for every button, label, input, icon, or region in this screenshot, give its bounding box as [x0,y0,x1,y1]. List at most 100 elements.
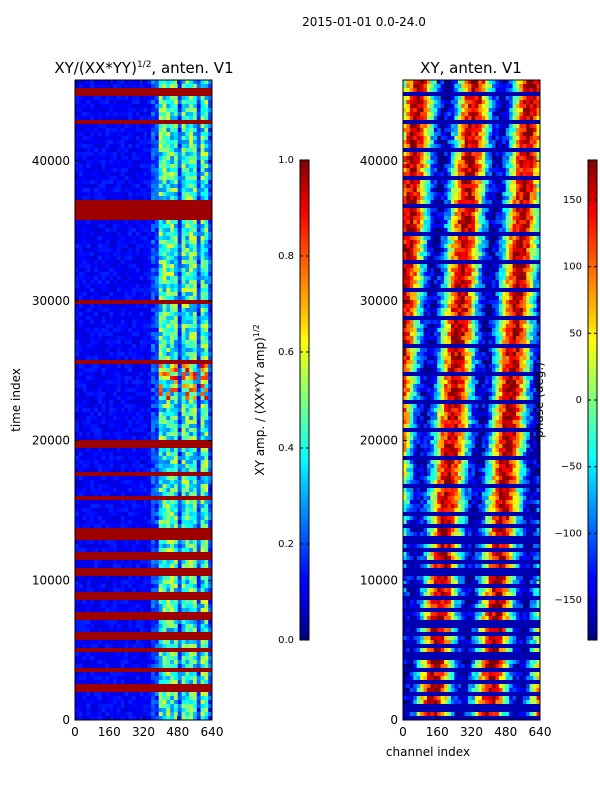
amplitude-cell [90,588,95,593]
amplitude-cell [158,148,163,153]
amplitude-cell [204,540,209,545]
amplitude-cell [166,84,171,89]
amplitude-cell [128,160,133,165]
amplitude-cell [139,600,144,605]
amplitude-cell [192,408,198,413]
amplitude-cell [158,236,163,241]
amplitude-cell [158,224,163,229]
amplitude-cell [181,252,186,257]
amplitude-cell [94,388,99,393]
amplitude-cell [105,508,110,513]
amplitude-cell [128,368,133,373]
amplitude-cell [105,512,110,517]
amplitude-cell [192,240,198,245]
amplitude-cell [90,500,95,505]
amplitude-cell [147,344,152,349]
amplitude-cell [162,412,167,417]
amplitude-cell [101,712,106,717]
amplitude-cell [113,124,118,129]
amplitude-cell [143,84,148,89]
amplitude-cell [196,196,201,201]
amplitude-cell [78,600,84,605]
amplitude-cell [75,708,80,713]
amplitude-cell [181,412,186,417]
amplitude-cell [97,328,103,333]
amplitude-cell [105,152,110,157]
amplitude-cell [113,180,118,185]
amplitude-cell [86,640,91,645]
amplitude-cell [158,220,163,225]
amplitude-cell [192,84,198,89]
amplitude-cell [135,236,141,241]
amplitude-cell [90,264,95,269]
amplitude-cell [78,352,84,357]
amplitude-cell [204,256,209,261]
amplitude-cell [177,696,182,701]
amplitude-cell [158,228,163,233]
phase-cell [440,104,445,109]
amplitude-cell [189,316,194,321]
amplitude-cell [208,148,212,153]
amplitude-cell [116,116,122,121]
amplitude-cell [75,452,80,457]
amplitude-cell [200,712,205,717]
amplitude-cell [109,644,114,649]
amplitude-cell [94,424,99,429]
amplitude-cell [139,428,144,433]
amplitude-cell [208,380,212,385]
amplitude-cell [192,236,198,241]
amplitude-cell [154,620,160,625]
amplitude-cell [185,644,190,649]
amplitude-cell [78,96,84,101]
amplitude-cell [135,260,141,265]
amplitude-cell [135,692,141,697]
amplitude-cell [177,244,182,249]
amplitude-cell [101,520,106,525]
amplitude-cell [154,696,160,701]
amplitude-cell [97,232,103,237]
amplitude-cell [109,484,114,489]
amplitude-cell [90,328,95,333]
amplitude-cell [94,108,99,113]
amplitude-cell [120,676,125,681]
amplitude-cell [113,116,118,121]
amplitude-cell [116,380,122,385]
amplitude-cell [94,132,99,137]
amplitude-cell [139,352,144,357]
amplitude-cell [189,704,194,709]
amplitude-cell [116,480,122,485]
amplitude-cell [192,708,198,713]
amplitude-cell [151,424,156,429]
amplitude-cell [151,476,156,481]
amplitude-cell [166,652,171,657]
amplitude-cell [181,604,186,609]
amplitude-cell [185,464,190,469]
amplitude-cell [75,644,80,649]
amplitude-cell [97,268,103,273]
amplitude-cell [132,644,137,649]
amplitude-cell [132,576,137,581]
amplitude-cell [204,680,209,685]
amplitude-cell [200,492,205,497]
amplitude-cell [94,96,99,101]
amplitude-cell [177,664,182,669]
amplitude-cell [82,168,87,173]
amplitude-cell [151,700,156,705]
amplitude-cell [200,124,205,129]
amplitude-cell [170,696,175,701]
amplitude-cell [147,256,152,261]
amplitude-cell [109,516,114,521]
amplitude-cell [105,224,110,229]
amplitude-cell [128,372,133,377]
amplitude-cell [135,280,141,285]
amplitude-cell [75,512,80,517]
amplitude-cell [170,672,175,677]
amplitude-cell [75,180,80,185]
amplitude-cell [177,280,182,285]
amplitude-cell [181,296,186,301]
amplitude-cell [189,192,194,197]
amplitude-cell [166,100,171,105]
amplitude-cell [208,456,212,461]
amplitude-cell [189,692,194,697]
amplitude-cell [181,80,186,85]
